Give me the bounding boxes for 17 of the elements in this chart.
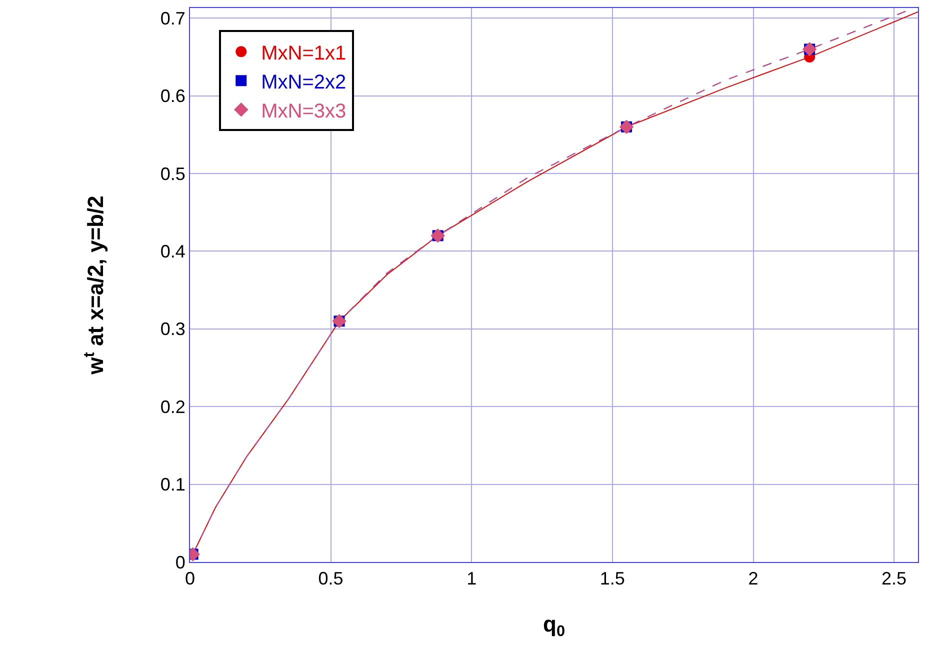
y-tick-label: 0.4 [160, 242, 186, 262]
legend-label: MxN=1x1 [261, 42, 346, 64]
y-tick-label: 0.3 [160, 319, 186, 340]
y-tick-label: 0.6 [160, 86, 186, 106]
x-tick-label: 2.5 [882, 568, 907, 589]
y-tick-label: 0.2 [160, 396, 186, 417]
x-tick-label: 1.5 [600, 568, 625, 589]
x-tick-label: 1 [466, 568, 477, 589]
x-axis-title: q$_{0}$ [542, 612, 566, 640]
y-tick-label: 0.5 [160, 164, 186, 184]
y-tick-label: 0.1 [160, 474, 186, 495]
y-tick-label: 0.7 [160, 8, 186, 28]
legend-label: MxN=3x3 [261, 100, 346, 122]
x-tick-label: 2 [748, 568, 758, 589]
x-tick-label: 0.5 [318, 568, 344, 589]
legend-label: MxN=2x2 [261, 71, 346, 94]
y-tick-label: 0 [175, 552, 186, 572]
